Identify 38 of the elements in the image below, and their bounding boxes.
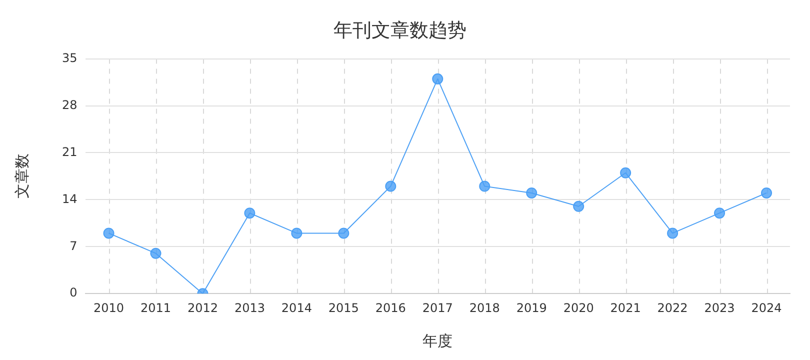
point [291, 228, 302, 239]
point [244, 208, 256, 219]
y-axis-title: 文章数 [12, 154, 31, 199]
point [667, 228, 678, 239]
x-tick-label: 2012 [187, 300, 218, 315]
point [338, 228, 350, 239]
x-tick-label: 2011 [140, 300, 172, 315]
point [761, 187, 772, 198]
x-tick-label: 2016 [375, 300, 406, 315]
x-tick-label: 2017 [422, 300, 453, 315]
y-tick-label: 14 [62, 192, 78, 206]
point [526, 187, 538, 198]
y-tick-label: 21 [62, 144, 78, 159]
x-tick-label: 2022 [657, 300, 688, 315]
x-tick-label: 2013 [234, 300, 265, 315]
y-tick-label: 35 [62, 50, 78, 65]
x-tick-label: 2023 [704, 300, 735, 315]
chart-title: 年刊文章数趋势 [334, 19, 466, 42]
point [432, 73, 444, 84]
x-tick-label: 2018 [469, 300, 500, 315]
point [385, 180, 396, 192]
y-tick-label: 0 [70, 286, 78, 300]
x-tick-label: 2020 [563, 300, 594, 315]
x-tick-label: 2010 [93, 300, 124, 315]
x-tick-label: 2019 [516, 300, 547, 315]
x-tick-label: 2021 [610, 300, 641, 315]
x-tick-label: 2024 [751, 300, 782, 315]
x-tick-label: 2014 [281, 300, 312, 315]
x-tick-label: 2015 [328, 300, 359, 315]
point [479, 180, 490, 192]
point [573, 200, 584, 212]
point [714, 208, 726, 219]
y-tick-label: 28 [62, 98, 78, 112]
point [620, 167, 632, 178]
y-tick-label: 7 [70, 238, 78, 253]
point [103, 228, 114, 239]
x-axis-title: 年度 [422, 332, 453, 350]
point [150, 248, 162, 259]
